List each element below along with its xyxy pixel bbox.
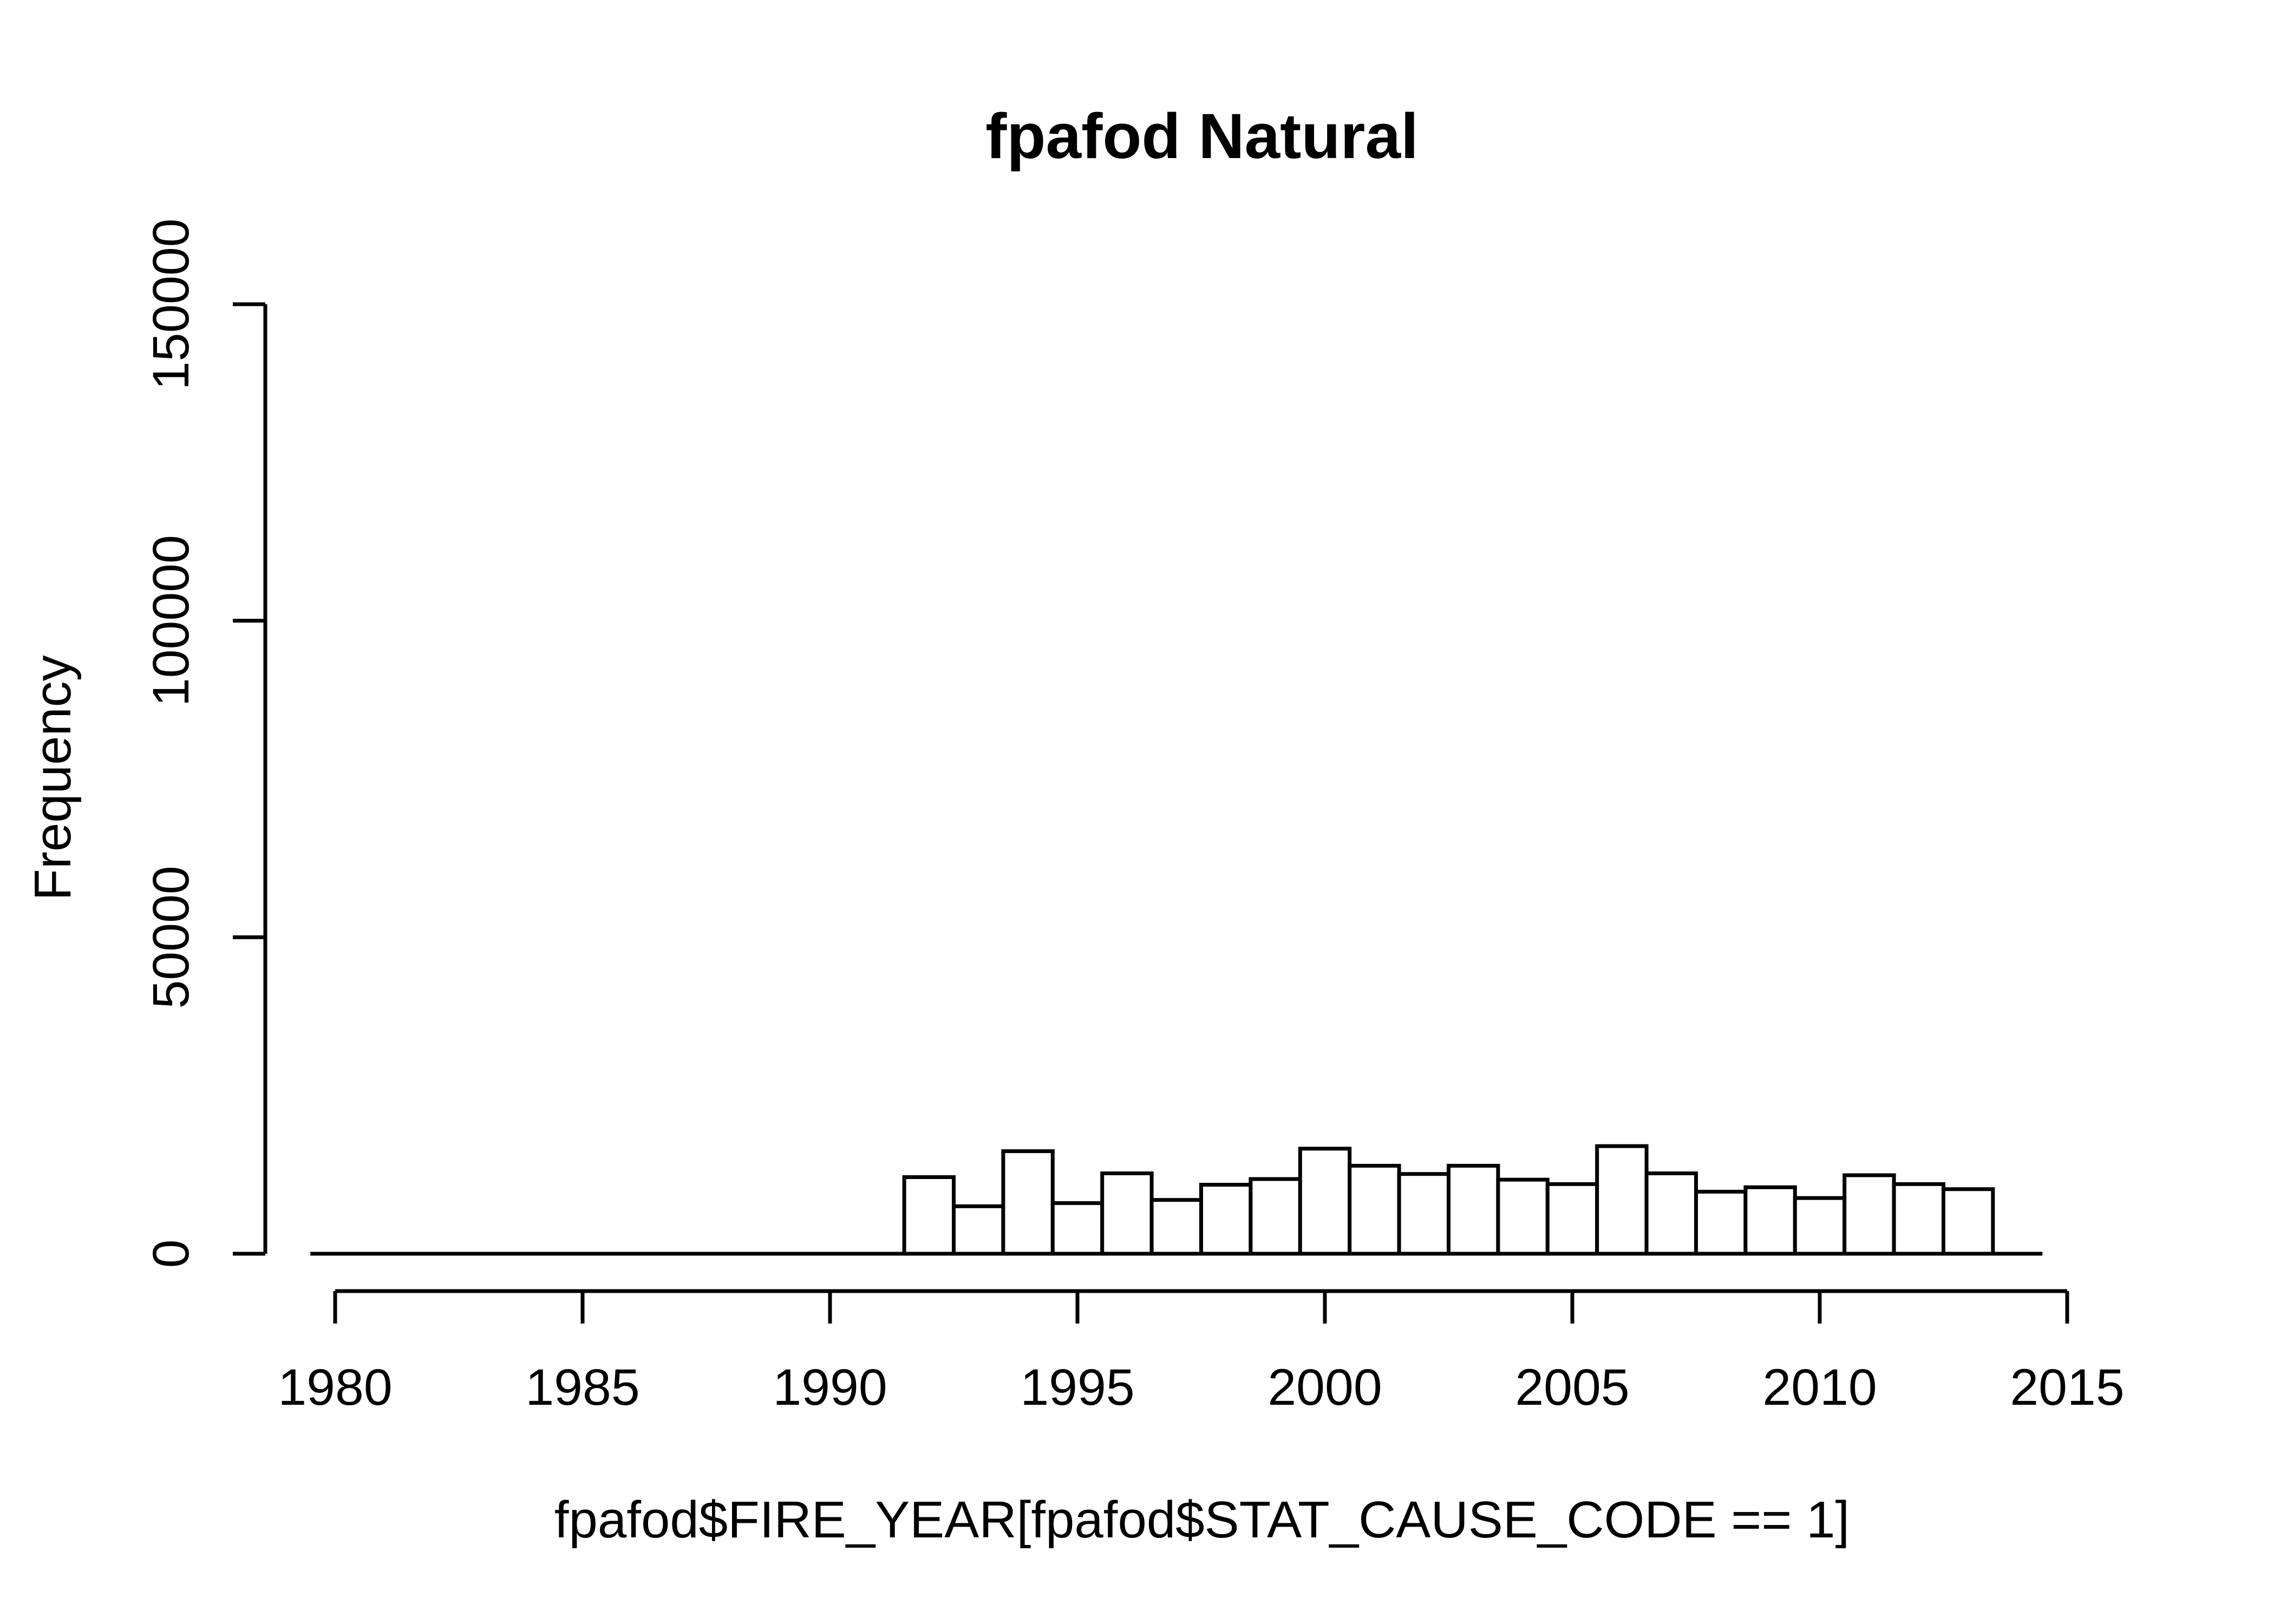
y-axis-label: Frequency [24,655,82,901]
x-tick-label: 2000 [1267,1359,1382,1416]
y-tick-label: 100000 [142,535,200,706]
y-tick-label: 150000 [142,218,200,390]
histogram-bar [1249,1177,1302,1256]
x-tick-label: 1985 [525,1359,639,1416]
histogram-bar [1149,1198,1204,1256]
histogram-bar [1050,1201,1105,1256]
histogram-bar [1892,1182,1946,1256]
histogram-bar [1100,1171,1154,1256]
histogram-bar [1397,1172,1451,1256]
histogram-bar [1793,1196,1847,1256]
histogram-bar [1694,1189,1748,1256]
histogram-bar [1496,1177,1550,1256]
histogram-bar [902,1175,956,1256]
histogram-bar [1199,1183,1253,1256]
histogram-bar [1447,1163,1500,1256]
x-tick-label: 1980 [278,1359,392,1416]
x-tick-label: 2010 [1762,1359,1877,1416]
bars-layer [310,1144,2043,1256]
histogram-bar [952,1204,1005,1256]
axes-layer: 0 50000 100000 150000 1980 1985 1990 1995 2000 20… [142,218,2125,1416]
histogram-bar [1942,1187,1995,1256]
x-tick-label: 2005 [1515,1359,1629,1416]
x-tick-label: 1995 [1020,1359,1134,1416]
y-tick-label: 50000 [142,866,200,1009]
histogram-bar [1842,1173,1896,1256]
histogram-bar [1348,1163,1401,1256]
histogram-bar [1545,1182,1599,1256]
x-tick-label: 1990 [773,1359,887,1416]
histogram-bar [1298,1147,1352,1256]
histogram-bar [1595,1144,1649,1256]
chart-title: fpafod Natural [985,101,1419,172]
histogram-bar [1001,1149,1055,1256]
histogram-bar [1743,1185,1797,1256]
y-tick-label: 0 [142,1240,200,1268]
histogram-bar [1644,1171,1698,1256]
x-tick-label: 2015 [2010,1359,2124,1416]
x-axis-label: fpafod$FIRE_YEAR[fpafod$STAT_CAUSE_CODE … [554,1491,1850,1549]
